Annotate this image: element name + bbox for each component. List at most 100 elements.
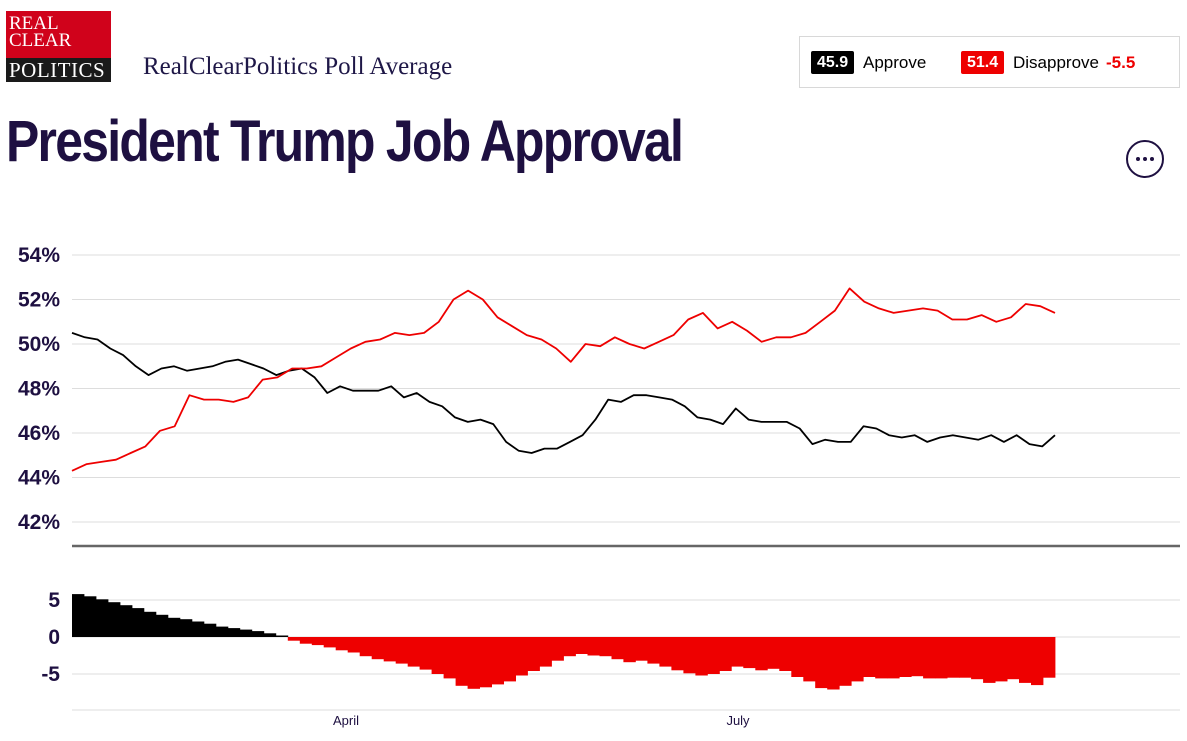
spread-bar: [851, 637, 864, 682]
spread-bar: [72, 594, 85, 637]
spread-bar: [863, 637, 876, 677]
spread-bar: [155, 614, 169, 637]
spread-bar: [431, 637, 444, 674]
spread-value: -5.5: [1106, 53, 1136, 72]
spread-bar: [335, 637, 349, 651]
more-options-button[interactable]: [1126, 140, 1164, 178]
spread-bar: [911, 637, 924, 677]
y-tick-label: 52%: [18, 289, 60, 312]
spread-bar: [527, 637, 540, 671]
logo-word-clear: CLEAR: [9, 30, 72, 51]
spread-bar: [96, 599, 109, 637]
spread-bar: [887, 637, 900, 679]
spread-bar: [84, 596, 97, 637]
spread-bar: [263, 633, 277, 637]
ellipsis-icon: [1143, 157, 1147, 161]
spread-bar: [551, 637, 564, 661]
spread-bar: [167, 617, 181, 637]
spread-bar: [311, 637, 325, 646]
spread-bar: [671, 637, 684, 671]
spread-bar: [515, 637, 528, 676]
spread-bar: [959, 637, 972, 678]
spread-bar: [815, 637, 828, 689]
disapprove-label: Disapprove: [1013, 53, 1099, 72]
spread-bar: [215, 626, 229, 637]
spread-bar: [587, 637, 600, 656]
spread-bar: [971, 637, 984, 680]
y-tick-label: -5: [41, 663, 60, 686]
spread-bar: [767, 637, 780, 669]
y-tick-label: 48%: [18, 378, 60, 401]
spread-bar: [467, 637, 480, 689]
spread-bar: [599, 637, 612, 657]
approve-label: Approve: [863, 53, 927, 72]
logo-word-real: REAL: [9, 13, 59, 34]
rcp-logo[interactable]: REAL CLEAR POLITICS: [6, 11, 111, 82]
y-tick-label: 50%: [18, 333, 60, 356]
spread-bar: [695, 637, 708, 676]
series-line-disapprove: [71, 287, 1056, 472]
logo-top-block: REAL CLEAR: [6, 11, 111, 58]
spread-bar: [947, 637, 960, 678]
spread-bar: [455, 637, 468, 686]
spread-bar: [983, 637, 996, 683]
disapprove-value-badge: 51.4: [961, 51, 1005, 74]
spread-bar: [191, 621, 205, 637]
spread-bar: [731, 637, 744, 667]
y-tick-label: 44%: [18, 467, 60, 490]
y-tick-label: 42%: [18, 511, 60, 534]
x-tick-label: April: [333, 713, 359, 728]
spread-bar: [635, 637, 648, 661]
spread-bar: [791, 637, 804, 677]
spread-bar: [299, 637, 313, 644]
approve-value-badge: 45.9: [811, 51, 855, 74]
spread-bar: [923, 637, 936, 679]
spread-bar: [779, 637, 792, 671]
spread-bar: [443, 637, 456, 679]
spread-bar: [563, 637, 576, 657]
spread-bar: [875, 637, 888, 679]
spread-bar: [935, 637, 948, 679]
spread-bar: [371, 637, 385, 660]
y-tick-label: 54%: [18, 244, 60, 267]
spread-bar: [575, 637, 588, 654]
spread-bar: [131, 608, 145, 637]
spread-bar: [120, 605, 133, 637]
logo-word-politics: POLITICS: [6, 58, 111, 82]
spread-bar: [659, 637, 672, 667]
x-tick-label: July: [726, 713, 750, 728]
spread-bar: [347, 637, 361, 653]
spread-bar: [395, 637, 409, 664]
spread-bar: [407, 637, 421, 667]
spread-bar: [143, 611, 157, 637]
spread-bar: [1007, 637, 1020, 680]
spread-bar: [479, 637, 492, 688]
spread-bar: [623, 637, 636, 663]
spread-bar: [108, 602, 121, 637]
ellipsis-icon: [1136, 157, 1140, 161]
spread-bar: [827, 637, 840, 690]
spread-bar: [323, 637, 337, 648]
spread-bar: [251, 631, 265, 637]
page-title: President Trump Job Approval: [6, 109, 684, 174]
spread-bar: [719, 637, 732, 671]
series-line-approve: [71, 332, 1056, 454]
spread-bar: [899, 637, 912, 677]
spread-bar: [1043, 637, 1056, 678]
spread-bar: [227, 628, 241, 637]
spread-bar: [239, 629, 253, 637]
spread-bar: [275, 635, 289, 637]
spread-bar: [1019, 637, 1032, 683]
spread-bar: [647, 637, 660, 664]
y-tick-label: 5: [48, 589, 60, 612]
spread-bar: [419, 637, 432, 670]
spread-bar: [491, 637, 504, 685]
spread-bar: [995, 637, 1008, 682]
spread-bar: [683, 637, 696, 674]
spread-bar: [1031, 637, 1044, 686]
spread-bar: [803, 637, 816, 682]
spread-bar: [743, 637, 756, 669]
spread-bar: [383, 637, 397, 662]
spread-bar: [707, 637, 720, 674]
